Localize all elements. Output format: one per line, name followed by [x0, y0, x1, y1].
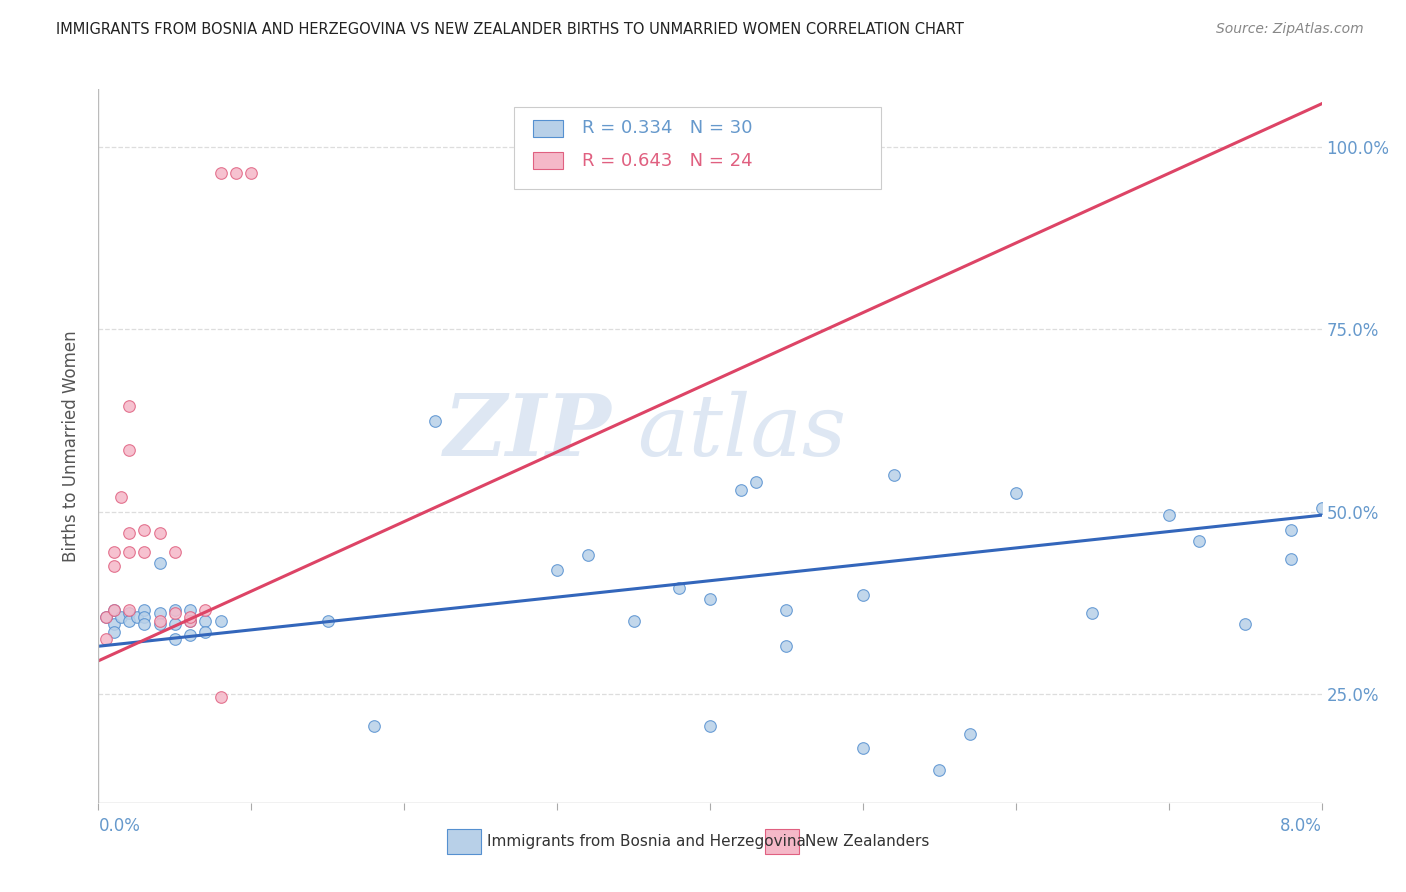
- Point: [103, 624, 125, 639]
- Point: [179, 603, 201, 617]
- Point: [149, 607, 172, 621]
- FancyBboxPatch shape: [533, 120, 564, 137]
- FancyBboxPatch shape: [765, 830, 800, 855]
- Y-axis label: Births to Unmarried Women: Births to Unmarried Women: [62, 330, 80, 562]
- Text: Source: ZipAtlas.com: Source: ZipAtlas.com: [1216, 22, 1364, 37]
- Point: [134, 523, 156, 537]
- Point: [134, 603, 156, 617]
- Point: [623, 614, 645, 628]
- Point: [149, 617, 172, 632]
- Text: ZIP: ZIP: [444, 390, 612, 474]
- Point: [546, 563, 568, 577]
- FancyBboxPatch shape: [447, 830, 481, 855]
- Point: [179, 614, 201, 628]
- Point: [775, 639, 797, 653]
- FancyBboxPatch shape: [515, 107, 882, 189]
- Point: [163, 632, 186, 646]
- Point: [118, 603, 141, 617]
- Point: [209, 690, 232, 705]
- Point: [1004, 486, 1026, 500]
- Point: [1188, 533, 1211, 548]
- Point: [668, 581, 690, 595]
- Text: 0.0%: 0.0%: [98, 817, 141, 836]
- Point: [179, 628, 201, 642]
- Point: [745, 475, 768, 490]
- Point: [103, 617, 125, 632]
- Point: [163, 603, 186, 617]
- Point: [134, 617, 156, 632]
- Point: [225, 166, 247, 180]
- Point: [149, 526, 172, 541]
- Text: R = 0.643   N = 24: R = 0.643 N = 24: [582, 152, 752, 169]
- Point: [209, 166, 232, 180]
- Point: [316, 614, 339, 628]
- Point: [179, 614, 201, 628]
- Point: [163, 617, 186, 632]
- Point: [423, 413, 446, 427]
- Point: [576, 548, 599, 562]
- Point: [118, 526, 141, 541]
- Point: [240, 166, 263, 180]
- Point: [209, 614, 232, 628]
- Point: [149, 614, 172, 628]
- Point: [959, 726, 981, 740]
- Point: [928, 763, 950, 777]
- Point: [194, 614, 217, 628]
- Point: [118, 399, 141, 413]
- Point: [852, 588, 875, 602]
- Point: [1279, 523, 1302, 537]
- Point: [118, 442, 141, 457]
- Point: [103, 559, 125, 574]
- Point: [1234, 617, 1257, 632]
- Text: New Zealanders: New Zealanders: [806, 834, 929, 849]
- Point: [163, 607, 186, 621]
- Point: [1279, 552, 1302, 566]
- Text: IMMIGRANTS FROM BOSNIA AND HERZEGOVINA VS NEW ZEALANDER BIRTHS TO UNMARRIED WOME: IMMIGRANTS FROM BOSNIA AND HERZEGOVINA V…: [56, 22, 965, 37]
- Point: [699, 591, 721, 606]
- Point: [363, 719, 385, 733]
- Point: [852, 741, 875, 756]
- Point: [730, 483, 752, 497]
- Point: [883, 468, 905, 483]
- Point: [134, 610, 156, 624]
- Point: [1081, 607, 1104, 621]
- Point: [134, 544, 156, 558]
- Point: [699, 719, 721, 733]
- Text: R = 0.334   N = 30: R = 0.334 N = 30: [582, 120, 752, 137]
- Point: [194, 603, 217, 617]
- Text: 8.0%: 8.0%: [1279, 817, 1322, 836]
- Point: [118, 607, 141, 621]
- Point: [194, 624, 217, 639]
- Point: [179, 610, 201, 624]
- Point: [94, 610, 117, 624]
- Point: [125, 610, 148, 624]
- Point: [775, 603, 797, 617]
- Point: [94, 610, 117, 624]
- Text: Immigrants from Bosnia and Herzegovina: Immigrants from Bosnia and Herzegovina: [488, 834, 806, 849]
- Point: [110, 490, 132, 504]
- Point: [118, 614, 141, 628]
- Point: [103, 544, 125, 558]
- Point: [1157, 508, 1180, 523]
- Point: [1310, 500, 1333, 515]
- FancyBboxPatch shape: [533, 152, 564, 169]
- Point: [94, 632, 117, 646]
- Point: [103, 603, 125, 617]
- Point: [110, 610, 132, 624]
- Point: [118, 544, 141, 558]
- Point: [103, 603, 125, 617]
- Point: [163, 544, 186, 558]
- Text: atlas: atlas: [637, 391, 846, 473]
- Point: [149, 556, 172, 570]
